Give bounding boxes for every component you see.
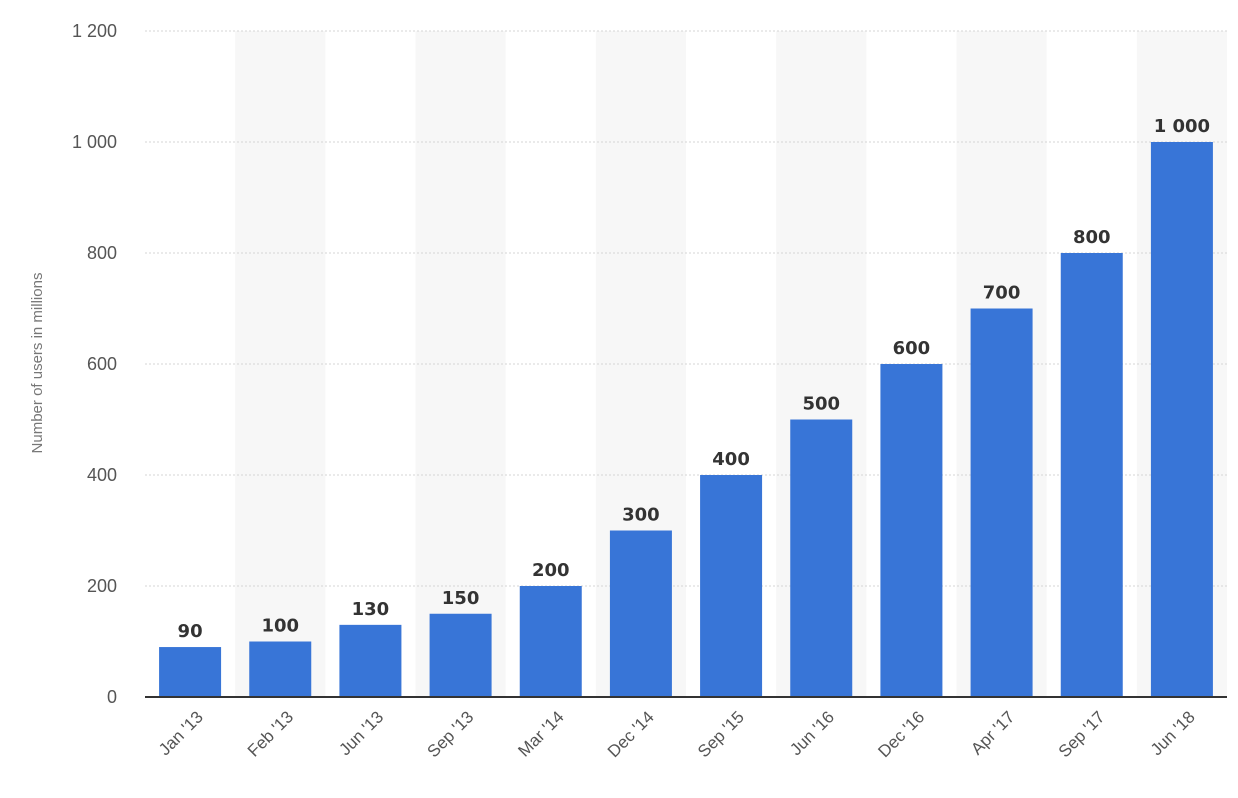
bar <box>609 530 672 697</box>
y-axis-ticks: 0 200 400 600 800 1 000 1 200 <box>72 21 117 707</box>
x-tick-label: Jun '13 <box>335 707 387 759</box>
x-tick-label: Apr '17 <box>967 707 1018 758</box>
data-label: 300 <box>622 505 660 526</box>
y-tick-label: 0 <box>107 687 117 707</box>
x-tick-label: Sep '17 <box>1055 707 1109 761</box>
bar <box>429 613 492 697</box>
x-tick-label: Sep '13 <box>424 707 478 761</box>
data-labels: 90 100 130 150 200 300 400 500 600 700 800 1 000 <box>178 116 1211 642</box>
bar <box>880 364 943 697</box>
y-axis-label: Number of users in millions <box>29 273 46 454</box>
data-label: 100 <box>261 616 299 637</box>
bar <box>1060 253 1123 697</box>
data-label: 150 <box>442 588 480 609</box>
data-label: 700 <box>983 283 1021 304</box>
y-tick-label: 400 <box>87 465 117 485</box>
y-tick-label: 600 <box>87 354 117 374</box>
bar <box>1150 142 1213 697</box>
y-tick-label: 200 <box>87 576 117 596</box>
bar <box>249 641 312 697</box>
x-axis-ticks: Jan '13 Feb '13 Jun '13 Sep '13 Mar '14 Dec '… <box>155 707 1199 761</box>
bar <box>700 475 763 697</box>
y-tick-label: 800 <box>87 243 117 263</box>
data-label: 1 000 <box>1154 116 1210 137</box>
column-band <box>235 31 326 697</box>
data-label: 400 <box>712 449 750 470</box>
x-tick-label: Feb '13 <box>244 707 297 760</box>
data-label: 600 <box>893 338 931 359</box>
y-tick-label: 1 000 <box>72 132 117 152</box>
bar <box>519 586 582 697</box>
data-label: 800 <box>1073 227 1111 248</box>
data-label: 130 <box>352 599 390 620</box>
bars <box>159 142 1213 697</box>
data-label: 200 <box>532 560 570 581</box>
x-tick-label: Jun '18 <box>1147 707 1199 759</box>
bar <box>339 624 402 697</box>
data-label: 500 <box>802 394 840 415</box>
x-tick-label: Sep '15 <box>694 707 748 761</box>
x-tick-label: Dec '14 <box>604 707 658 761</box>
bar <box>970 308 1033 697</box>
x-tick-label: Jun '16 <box>786 707 838 759</box>
x-tick-label: Mar '14 <box>514 707 567 760</box>
bar <box>159 647 222 697</box>
y-tick-label: 1 200 <box>72 21 117 41</box>
bar <box>790 419 853 697</box>
gridlines <box>145 30 1227 587</box>
x-tick-label: Dec '16 <box>874 707 928 761</box>
data-label: 90 <box>178 621 203 642</box>
x-tick-label: Jan '13 <box>155 707 207 759</box>
